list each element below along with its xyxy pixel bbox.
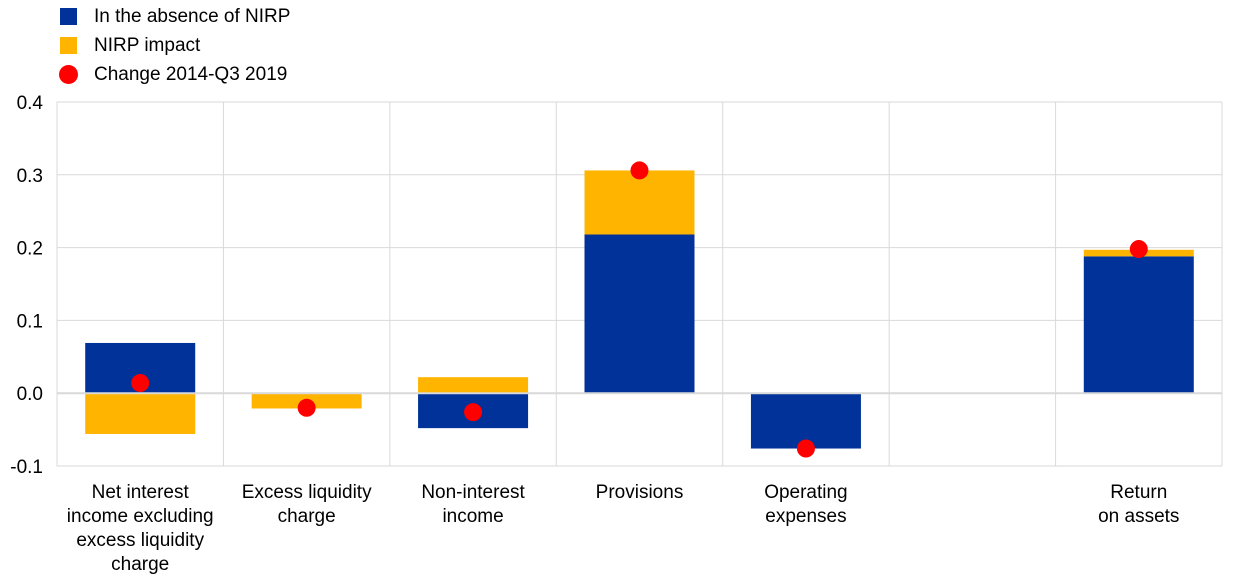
x-category-label: charge: [278, 506, 336, 527]
change-marker: [1129, 240, 1148, 259]
bar-absence-nirp: [750, 393, 861, 449]
x-category-label: income excluding: [67, 506, 214, 527]
legend-item-change: Change 2014-Q3 2019: [56, 60, 290, 89]
change-marker: [630, 161, 649, 180]
x-category-label: excess liquidity: [76, 530, 204, 551]
change-marker: [297, 398, 316, 417]
legend-label: Change 2014-Q3 2019: [94, 64, 288, 85]
y-tick-label: 0.2: [17, 239, 43, 260]
bar-nirp-impact: [584, 170, 695, 235]
x-category-label: expenses: [765, 506, 846, 527]
x-category-label: Operating: [764, 482, 847, 503]
y-tick-label: 0.1: [17, 311, 43, 332]
plot-border: [56, 101, 1223, 467]
legend-label: In the absence of NIRP: [94, 6, 291, 27]
red-dot-icon: [59, 65, 78, 84]
legend-item-nirp-impact: NIRP impact: [56, 31, 290, 60]
legend-label: NIRP impact: [94, 35, 201, 56]
bar-nirp-impact: [418, 377, 529, 394]
change-marker: [796, 439, 815, 458]
x-category-label: Net interest: [92, 482, 190, 503]
legend-item-absence-nirp: In the absence of NIRP: [56, 2, 290, 31]
x-category-label: income: [442, 506, 503, 527]
x-category-label: Provisions: [596, 482, 684, 503]
x-category-label: Excess liquidity: [242, 482, 372, 503]
legend: In the absence of NIRP NIRP impact Chang…: [56, 2, 290, 89]
x-category-label: on assets: [1098, 506, 1179, 527]
change-marker: [131, 374, 150, 393]
y-tick-label: -0.1: [10, 457, 43, 478]
x-category-label: Return: [1110, 482, 1167, 503]
change-marker: [464, 403, 483, 422]
x-category-label: charge: [111, 554, 169, 575]
bar-nirp-impact: [85, 393, 196, 434]
yellow-swatch-icon: [60, 37, 77, 54]
bar-absence-nirp: [584, 234, 695, 394]
y-tick-label: 0.3: [17, 166, 43, 187]
bar-absence-nirp: [1083, 256, 1194, 394]
y-tick-label: 0.4: [17, 93, 44, 114]
blue-swatch-icon: [60, 8, 77, 25]
y-tick-label: 0.0: [17, 384, 43, 405]
x-category-label: Non-interest: [421, 482, 525, 503]
